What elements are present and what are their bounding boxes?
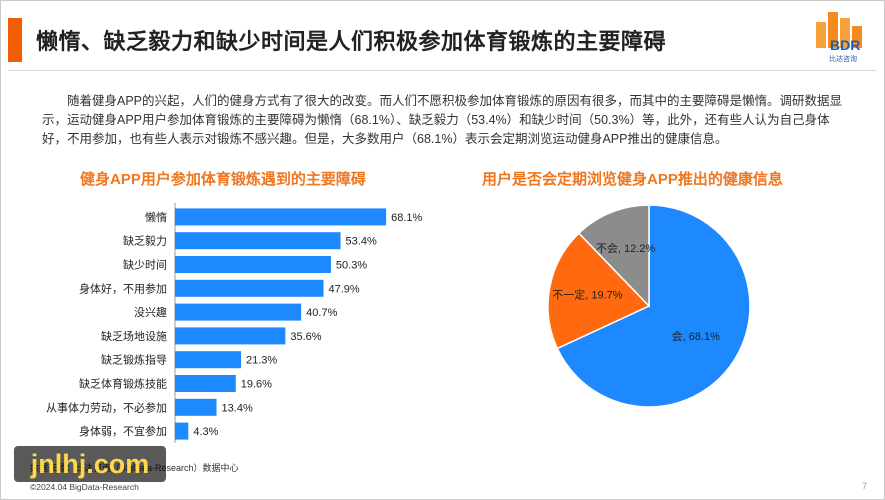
- bar-chart-title: 健身APP用户参加体育锻炼遇到的主要障碍: [80, 171, 366, 188]
- page-number: 7: [862, 481, 868, 491]
- logo-subtitle: 比达咨询: [829, 56, 857, 63]
- title-divider: [8, 70, 876, 71]
- copyright: ©2024.04 BigData-Research: [30, 482, 139, 492]
- slide-title: 懒惰、缺乏毅力和缺少时间是人们积极参加体育锻炼的主要障碍: [36, 29, 667, 54]
- intro-paragraph: 随着健身APP的兴起，人们的健身方式有了很大的改变。而人们不愿积极参加体育锻炼的…: [42, 94, 843, 146]
- pie-chart-title: 用户是否会定期浏览健身APP推出的健康信息: [482, 171, 783, 188]
- bdr-logo-icon: [816, 12, 862, 48]
- logo-text: BDR: [830, 37, 861, 53]
- title-accent-bar: [8, 18, 22, 62]
- watermark: jnlhj.com: [14, 446, 166, 482]
